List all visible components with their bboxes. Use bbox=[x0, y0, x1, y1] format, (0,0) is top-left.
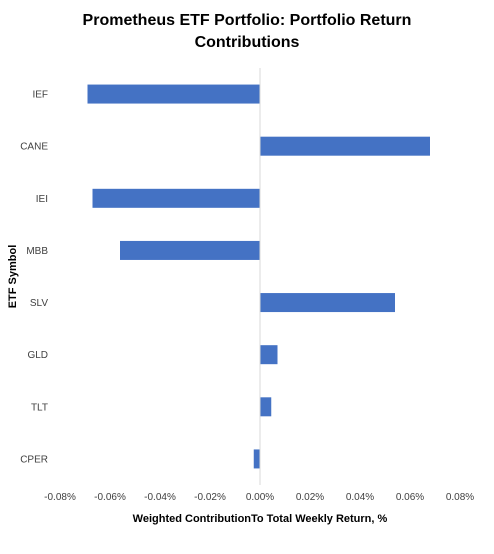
x-axis-title: Weighted ContributionTo Total Weekly Ret… bbox=[133, 513, 388, 525]
bar-ief bbox=[87, 84, 260, 104]
bar-iei bbox=[92, 188, 260, 208]
category-label-cper: CPER bbox=[20, 454, 48, 465]
category-label-tlt: TLT bbox=[31, 402, 48, 413]
category-label-ief: IEF bbox=[32, 90, 48, 101]
category-label-iei: IEI bbox=[36, 194, 48, 205]
bar-cper bbox=[253, 449, 260, 469]
x-tick-label: -0.06% bbox=[94, 492, 126, 503]
labels-group: IEF CANE IEI MBB SLV GLD TLT CPER -0.08% -0.06% -0… bbox=[7, 90, 474, 525]
x-tick-label: -0.08% bbox=[44, 492, 76, 503]
category-label-cane: CANE bbox=[20, 142, 48, 153]
bar-tlt bbox=[260, 397, 272, 417]
x-tick-label: 0.00% bbox=[246, 492, 274, 503]
x-tick-label: -0.04% bbox=[144, 492, 176, 503]
bar-mbb bbox=[120, 240, 260, 260]
bar-cane bbox=[260, 136, 430, 156]
category-label-slv: SLV bbox=[30, 298, 48, 309]
x-tick-label: -0.02% bbox=[194, 492, 226, 503]
y-axis-title: ETF Symbol bbox=[7, 245, 19, 309]
x-tick-label: 0.02% bbox=[296, 492, 324, 503]
chart-title: Prometheus ETF Portfolio: Portfolio Retu… bbox=[82, 12, 412, 51]
x-tick-label: 0.08% bbox=[446, 492, 474, 503]
category-label-mbb: MBB bbox=[26, 246, 48, 257]
x-tick-label: 0.04% bbox=[346, 492, 374, 503]
bar-slv bbox=[260, 293, 395, 313]
bar-gld bbox=[260, 345, 278, 365]
x-tick-label: 0.06% bbox=[396, 492, 424, 503]
bars-group bbox=[87, 84, 430, 469]
category-label-gld: GLD bbox=[27, 350, 48, 361]
